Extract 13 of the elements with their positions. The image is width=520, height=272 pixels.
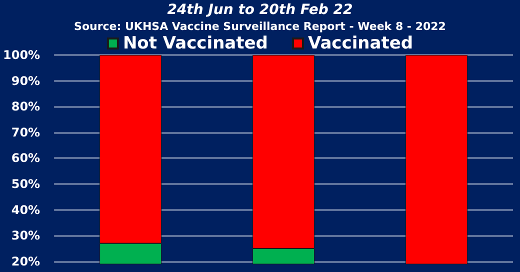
chart-subtitle: Source: UKHSA Vaccine Surveillance Report - Week 8 - 2022 — [74, 20, 446, 33]
legend-label: Not Vaccinated — [122, 34, 268, 54]
chart-title: 24th Jun to 20th Feb 22 — [167, 2, 353, 18]
y-tick-label: 60% — [11, 151, 40, 166]
y-tick-label: 50% — [11, 177, 40, 192]
y-tick-label: 70% — [11, 125, 40, 140]
y-tick-label: 100% — [2, 48, 40, 62]
legend-label: Vaccinated — [308, 34, 414, 54]
y-tick-label: 30% — [11, 228, 40, 243]
y-tick-label: 40% — [11, 202, 40, 217]
y-tick-label: 80% — [11, 100, 40, 114]
y-tick-label: 20% — [11, 254, 40, 268]
y-tick-label: 90% — [11, 74, 40, 88]
